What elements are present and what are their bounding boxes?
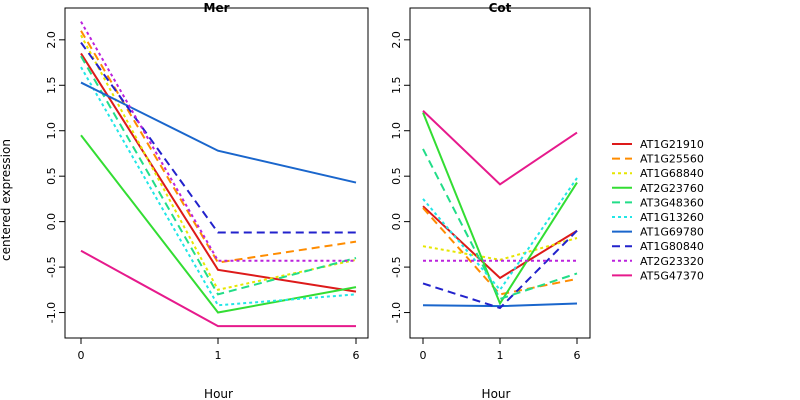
legend-label-at1g80840: AT1G80840: [640, 240, 704, 253]
cot-y-tick-label: -1.0: [390, 302, 403, 323]
cot-series-at1g68840: [422, 237, 578, 261]
legend-label-at2g23320: AT2G23320: [640, 255, 704, 268]
mer-series-at1g13260: [80, 66, 357, 307]
cot-series-at1g21910: [422, 205, 578, 280]
cot-y-tick-label: -0.5: [390, 256, 403, 277]
mer-series-at1g69780: [80, 81, 357, 184]
cot-series-at1g13260: [422, 177, 578, 292]
mer-series-at1g80840: [80, 41, 356, 234]
mer-series-at1g25560: [80, 30, 357, 264]
cot-y-tick-label: 2.0: [390, 31, 403, 49]
mer-y-tick-label: 0.5: [45, 167, 58, 185]
cot-x-tick-label: 6: [574, 349, 581, 362]
mer-y-tick-label: 2.0: [45, 31, 58, 49]
mer-x-tick-label: 0: [78, 349, 85, 362]
cot-title-strip: [410, 0, 590, 8]
cot-series-at2g23760: [422, 112, 578, 306]
mer-x-tick-label: 6: [353, 349, 360, 362]
mer-y-tick-label: -1.0: [45, 302, 58, 323]
mer-x-tick-label: 1: [215, 349, 222, 362]
mer-series-at2g23320: [80, 21, 356, 262]
cot-x-axis-label: Hour: [482, 387, 511, 400]
mer-y-tick-label: -0.5: [45, 256, 58, 277]
legend-label-at1g21910: AT1G21910: [640, 138, 704, 151]
mer-y-tick-label: 1.0: [45, 122, 58, 140]
legend-label-at5g47370: AT5G47370: [640, 269, 704, 282]
cot-series-at1g69780: [422, 302, 578, 308]
mer-y-tick-label: 0.0: [45, 213, 58, 231]
mer-x-axis-label: Hour: [204, 387, 233, 400]
mer-series-at2g23760: [80, 134, 357, 314]
cot-series-at1g80840: [422, 230, 578, 310]
cot-series-at5g47370: [422, 110, 578, 186]
legend-label-at1g69780: AT1G69780: [640, 226, 704, 239]
mer-series-at1g68840: [80, 34, 357, 291]
mer-plot-frame: [64, 7, 369, 339]
cot-y-tick-label: 0.5: [390, 167, 403, 185]
mer-title-strip: [65, 0, 368, 8]
mer-series-at5g47370: [80, 249, 356, 328]
cot-y-tick-label: 0.0: [390, 213, 403, 231]
cot-x-tick-label: 1: [497, 349, 504, 362]
legend-label-at1g25560: AT1G25560: [640, 153, 704, 166]
legend-label-at2g23760: AT2G23760: [640, 182, 704, 195]
legend-label-at3g48360: AT3G48360: [640, 196, 704, 209]
mer-series-at1g21910: [80, 52, 357, 293]
legend-label-at1g13260: AT1G13260: [640, 211, 704, 224]
cot-x-tick-label: 0: [420, 349, 427, 362]
cot-y-tick-label: 1.5: [390, 77, 403, 95]
legend-label-at1g68840: AT1G68840: [640, 167, 704, 180]
mer-series-at3g48360: [80, 55, 357, 296]
mer-y-tick-label: 1.5: [45, 77, 58, 95]
cot-y-tick-label: 1.0: [390, 122, 403, 140]
cot-series-at3g48360: [422, 148, 578, 301]
y-axis-label: centered expression: [0, 139, 13, 261]
